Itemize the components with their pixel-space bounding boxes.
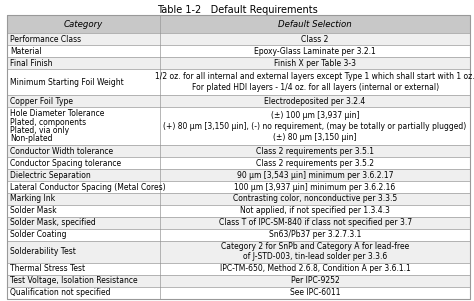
Text: Conductor Width tolerance: Conductor Width tolerance [10, 147, 113, 156]
Bar [7, 217, 470, 229]
Text: (±) 80 μm [3,150 μin]: (±) 80 μm [3,150 μin] [273, 133, 357, 142]
Bar [7, 181, 470, 193]
Text: Dielectric Separation: Dielectric Separation [10, 171, 91, 180]
Text: Qualification not specified: Qualification not specified [10, 288, 110, 297]
Bar [7, 95, 470, 107]
Text: Hole Diameter Tolerance: Hole Diameter Tolerance [10, 110, 104, 119]
Text: Solder Mask, specified: Solder Mask, specified [10, 218, 96, 227]
Text: Contrasting color, nonconductive per 3.3.5: Contrasting color, nonconductive per 3.3… [233, 194, 397, 203]
Text: (±) 100 μm [3,937 μin]: (±) 100 μm [3,937 μin] [271, 111, 359, 120]
Text: Performance Class: Performance Class [10, 35, 81, 44]
Text: of J-STD-003, tin-lead solder per 3.3.6: of J-STD-003, tin-lead solder per 3.3.6 [243, 252, 387, 261]
Text: Class 2: Class 2 [301, 35, 329, 44]
Text: Conductor Spacing tolerance: Conductor Spacing tolerance [10, 159, 121, 168]
Text: Plated, via only: Plated, via only [10, 126, 69, 135]
Text: Solder Coating: Solder Coating [10, 230, 66, 239]
Bar [7, 205, 470, 217]
Text: IPC-TM-650, Method 2.6.8, Condition A per 3.6.1.1: IPC-TM-650, Method 2.6.8, Condition A pe… [219, 264, 410, 273]
Bar [7, 229, 470, 240]
Text: Solderability Test: Solderability Test [10, 247, 76, 256]
Text: Non-plated: Non-plated [10, 134, 53, 143]
Bar [7, 15, 470, 33]
Bar [7, 157, 470, 169]
Text: 1/2 oz. for all internal and external layers except Type 1 which shall start wit: 1/2 oz. for all internal and external la… [155, 72, 474, 81]
Bar [7, 33, 470, 45]
Text: Table 1-2   Default Requirements: Table 1-2 Default Requirements [156, 5, 318, 15]
Text: Category 2 for SnPb and Category A for lead-free: Category 2 for SnPb and Category A for l… [221, 242, 409, 251]
Text: Test Voltage, Isolation Resistance: Test Voltage, Isolation Resistance [10, 276, 137, 285]
Text: Plated, components: Plated, components [10, 118, 86, 127]
Bar [7, 69, 470, 95]
Text: Default Selection: Default Selection [278, 20, 352, 29]
Text: Category: Category [64, 20, 103, 29]
Text: Final Finish: Final Finish [10, 59, 53, 68]
Bar [7, 263, 470, 275]
Text: Class 2 requirements per 3.5.2: Class 2 requirements per 3.5.2 [256, 159, 374, 168]
Text: See IPC-6011: See IPC-6011 [290, 288, 340, 297]
Text: Material: Material [10, 47, 42, 56]
Text: Sn63/Pb37 per 3.2.7.3.1: Sn63/Pb37 per 3.2.7.3.1 [269, 230, 361, 239]
Bar [7, 145, 470, 157]
Text: Copper Foil Type: Copper Foil Type [10, 97, 73, 106]
Text: Epoxy-Glass Laminate per 3.2.1: Epoxy-Glass Laminate per 3.2.1 [254, 47, 376, 56]
Text: Class 2 requirements per 3.5.1: Class 2 requirements per 3.5.1 [256, 147, 374, 156]
Text: Minimum Starting Foil Weight: Minimum Starting Foil Weight [10, 78, 124, 87]
Text: 90 μm [3,543 μin] minimum per 3.6.2.17: 90 μm [3,543 μin] minimum per 3.6.2.17 [237, 171, 393, 180]
Text: Not applied, if not specified per 1.3.4.3: Not applied, if not specified per 1.3.4.… [240, 206, 390, 215]
Text: Electrodeposited per 3.2.4: Electrodeposited per 3.2.4 [264, 97, 366, 106]
Bar [7, 107, 470, 145]
Bar [7, 45, 470, 57]
Text: Marking Ink: Marking Ink [10, 194, 55, 203]
Text: Lateral Conductor Spacing (Metal Cores): Lateral Conductor Spacing (Metal Cores) [10, 182, 165, 191]
Text: For plated HDI layers - 1/4 oz. for all layers (internal or external): For plated HDI layers - 1/4 oz. for all … [191, 83, 438, 92]
Text: Thermal Stress Test: Thermal Stress Test [10, 264, 85, 273]
Text: 100 μm [3,937 μin] minimum per 3.6.2.16: 100 μm [3,937 μin] minimum per 3.6.2.16 [235, 182, 396, 191]
Text: (+) 80 μm [3,150 μin], (-) no requirement, (may be totally or partially plugged): (+) 80 μm [3,150 μin], (-) no requiremen… [164, 122, 467, 131]
Bar [7, 275, 470, 287]
Bar [7, 57, 470, 69]
Bar [7, 287, 470, 299]
Text: Per IPC-9252: Per IPC-9252 [291, 276, 339, 285]
Bar [7, 193, 470, 205]
Bar [7, 240, 470, 263]
Text: Finish X per Table 3-3: Finish X per Table 3-3 [274, 59, 356, 68]
Bar [7, 169, 470, 181]
Text: Class T of IPC-SM-840 if class not specified per 3.7: Class T of IPC-SM-840 if class not speci… [219, 218, 411, 227]
Text: Solder Mask: Solder Mask [10, 206, 56, 215]
